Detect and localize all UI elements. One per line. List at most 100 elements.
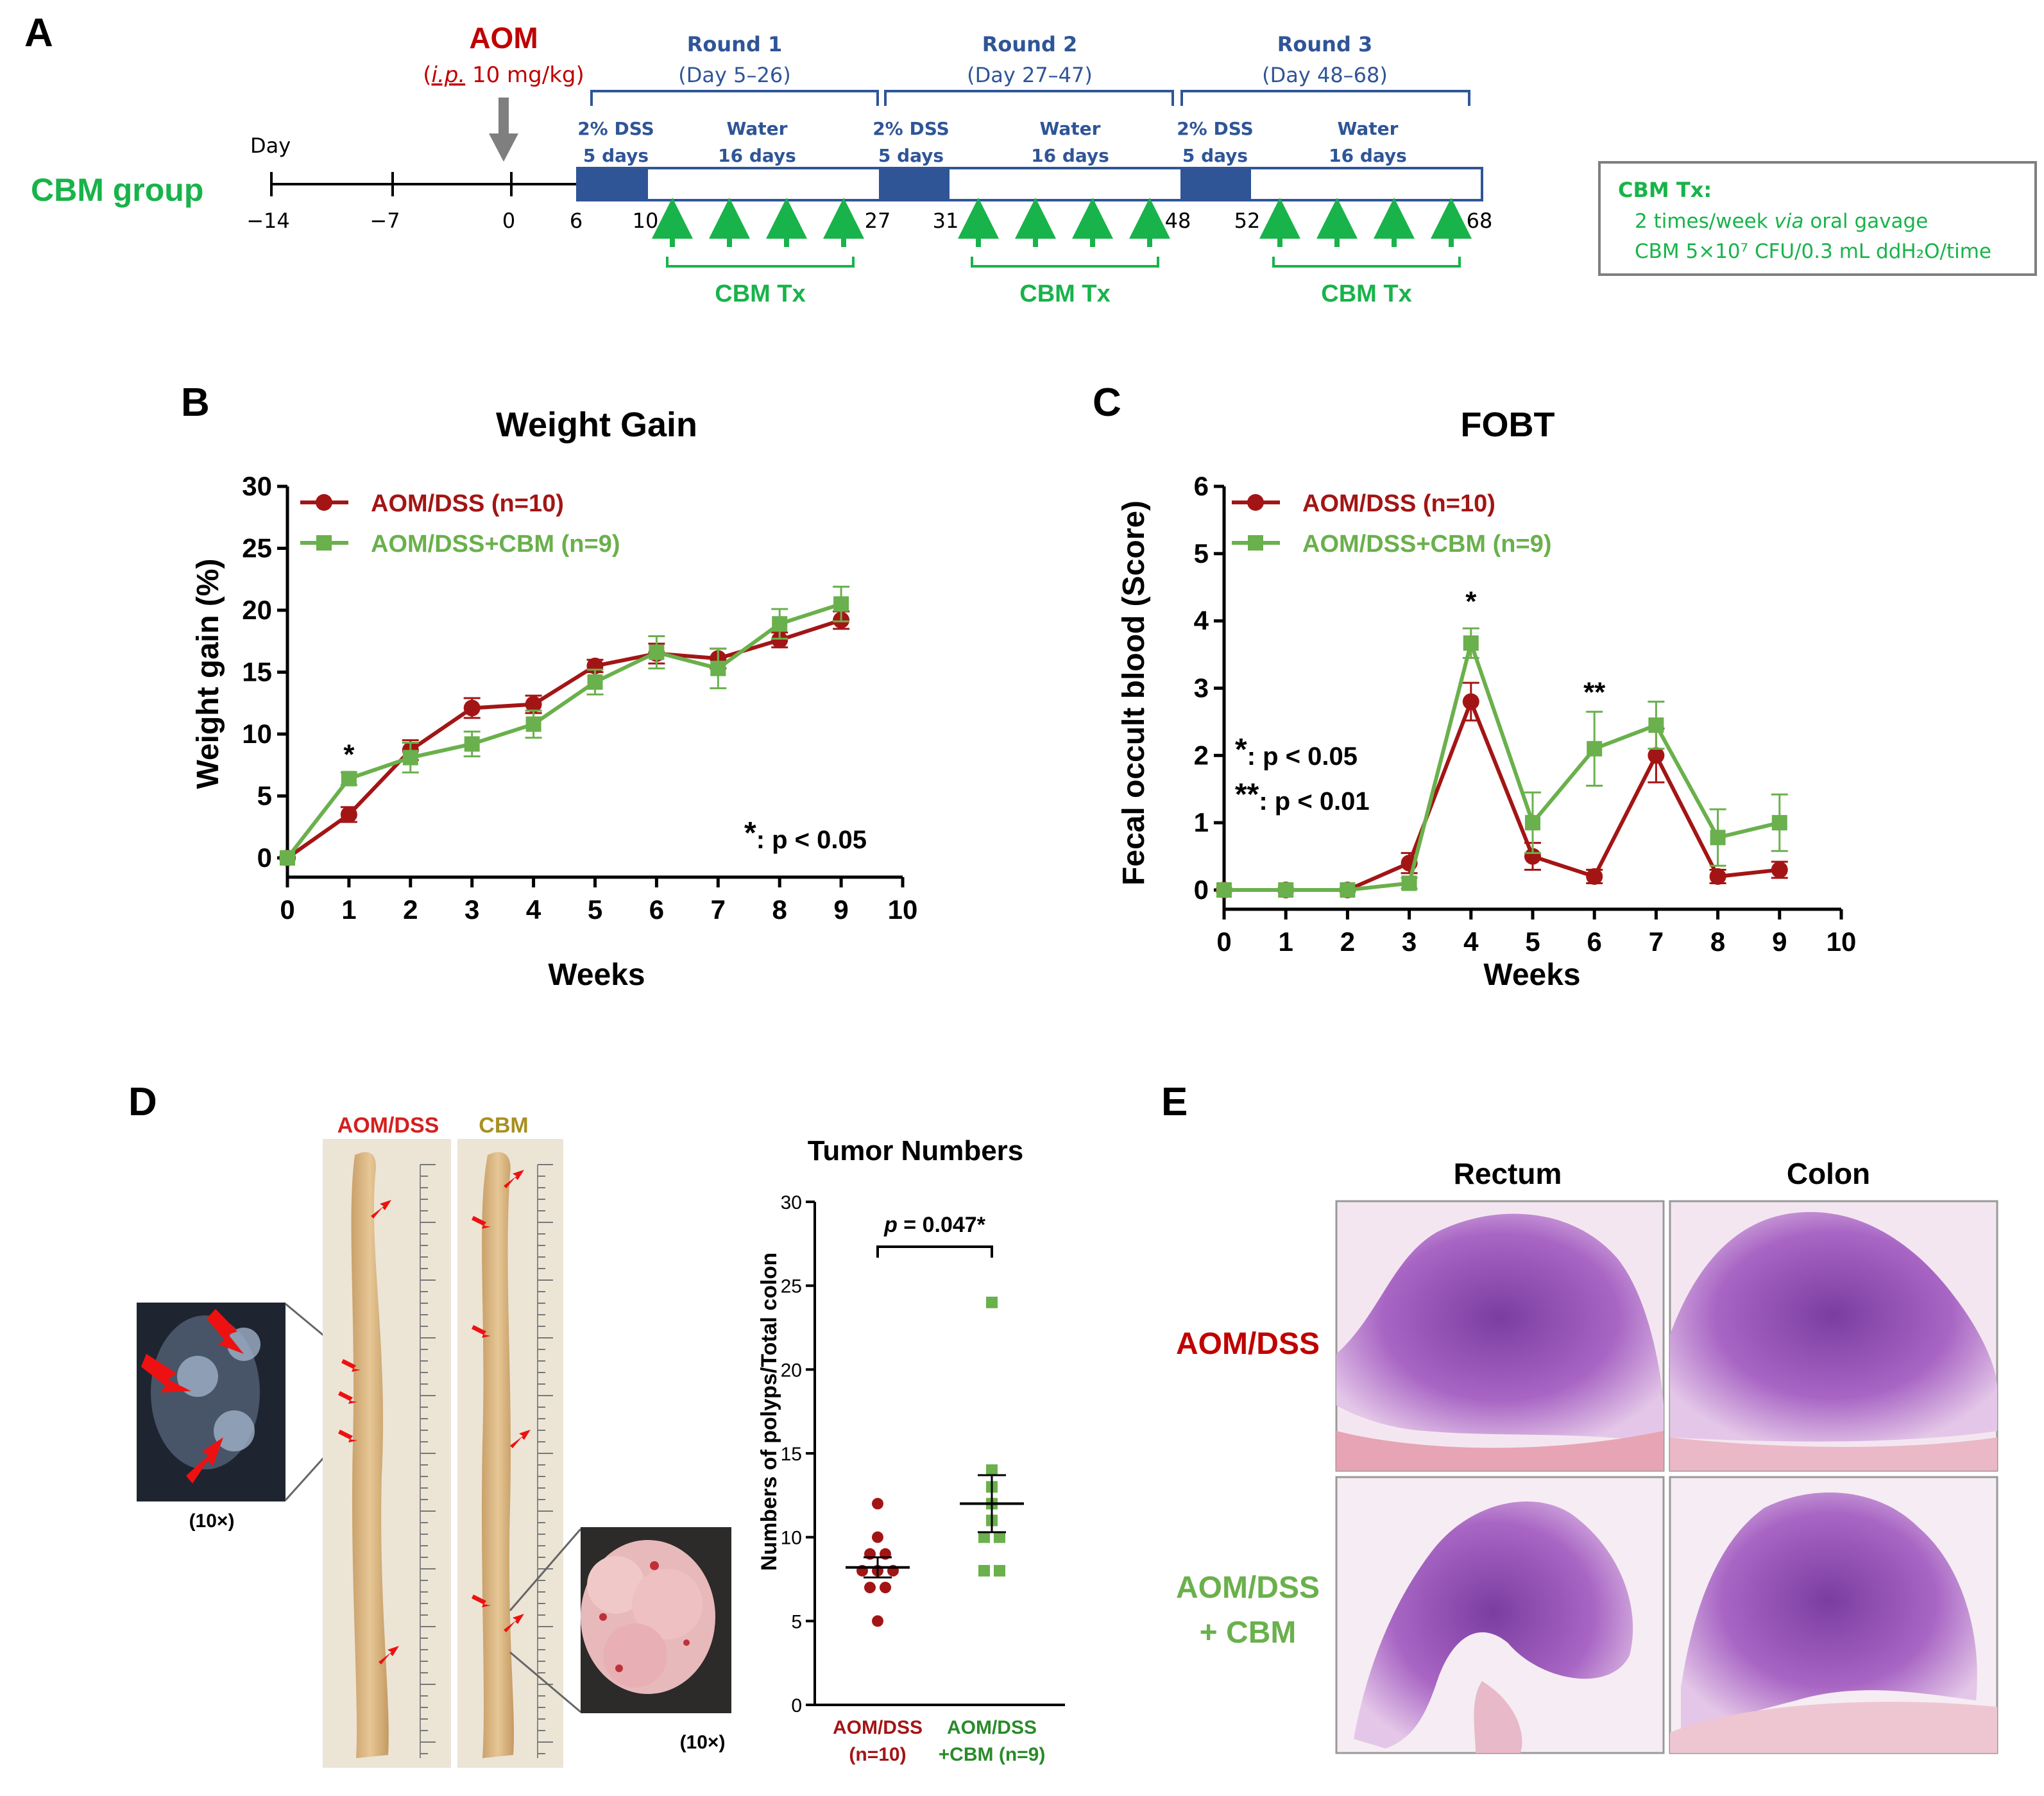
round-3-title: Round 3 (1277, 32, 1373, 56)
tumor-point-aom (880, 1582, 891, 1594)
weight-legend-label: AOM/DSS (n=10) (371, 490, 564, 517)
panel-b: B Weight Gain Weeks Weight gain (%) 0510… (181, 381, 917, 992)
weight-legend-marker (316, 535, 332, 551)
photo-polyp (603, 1623, 667, 1688)
tick-label: 68 (1467, 209, 1493, 233)
fobt-sig-note-2: **: p < 0.01 (1235, 778, 1370, 816)
fobt-x-tick-label: 1 (1279, 927, 1293, 957)
panel-label-c: C (1093, 381, 1121, 425)
round-2-bracket (884, 90, 1174, 106)
weight-series-2-point (341, 771, 357, 787)
tx-bracket-3 (1272, 257, 1461, 268)
red-arrow-icon (186, 1437, 223, 1484)
tumor-category-label: AOM/DSS (947, 1717, 1037, 1738)
fobt-series-2-point (1771, 815, 1787, 831)
fobt-sig-marker: * (1465, 586, 1477, 617)
tumor-y-tick-label: 10 (781, 1528, 802, 1549)
tick-label: −14 (246, 209, 290, 233)
weight-series-2-point (772, 616, 788, 632)
colon-specimen-aom (351, 1152, 389, 1758)
dss-block-1 (577, 168, 648, 200)
tx-label: CBM Tx (1321, 280, 1411, 307)
histology-tissue (1670, 1211, 1997, 1442)
tumor-y-tick-label: 5 (791, 1611, 802, 1632)
aom-title: AOM (469, 21, 538, 55)
photo-polyp (227, 1328, 260, 1361)
weight-y-tick-label: 30 (242, 471, 272, 501)
weight-series-2-point (525, 716, 541, 732)
red-arrow-icon (371, 1200, 391, 1219)
aom-arrow-shaft (498, 98, 509, 135)
weight-legend-label: AOM/DSS+CBM (n=9) (371, 531, 620, 558)
dss-days: 5 days (878, 145, 944, 166)
fobt-series-2-point (1340, 882, 1356, 898)
sig-text: : p < 0.05 (1247, 742, 1358, 771)
tumor-category-label: +CBM (n=9) (939, 1744, 1046, 1765)
red-arrow-icon (338, 1430, 357, 1442)
photo-polyp (177, 1356, 218, 1397)
weight-series-2-point (402, 749, 418, 765)
tx-box-line2: CBM 5×10⁷ CFU/0.3 mL ddH₂O/time (1635, 240, 1991, 263)
histology-muscle (1474, 1681, 1522, 1753)
tx-box-title: CBM Tx: (1618, 178, 1712, 202)
fobt-x-tick-label: 5 (1525, 927, 1540, 957)
fobt-series-1-point (1709, 868, 1726, 885)
tick-label: 6 (570, 209, 583, 233)
tick-label: 10 (633, 209, 659, 233)
weight-chart-title: Weight Gain (496, 406, 697, 444)
weight-x-tick-label: 2 (403, 894, 418, 925)
magnification-left: (10×) (189, 1510, 235, 1532)
fobt-x-tick-label: 3 (1402, 927, 1417, 957)
weight-y-tick-label: 10 (242, 719, 272, 749)
fobt-chart-title: FOBT (1461, 406, 1555, 444)
column-label-colon: Colon (1787, 1157, 1870, 1190)
photo-polyp (214, 1410, 255, 1451)
dss-label: 2% DSS (1177, 118, 1254, 139)
fobt-legend-label: AOM/DSS (n=10) (1302, 490, 1495, 517)
weight-sig-note: *: p < 0.05 (744, 816, 867, 854)
red-arrow-icon (141, 1354, 191, 1392)
tx-box-line1-via: via (1775, 210, 1804, 233)
weight-x-tick-label: 5 (588, 894, 602, 925)
weight-series-2-point (649, 644, 665, 660)
fobt-x-tick-label: 0 (1216, 927, 1231, 957)
weight-series-1-point (463, 699, 481, 717)
histology-rectum-cbm (1335, 1476, 1665, 1754)
weight-sig-marker: * (343, 739, 355, 770)
weight-x-tick-label: 4 (526, 894, 541, 925)
tumor-chart-title: Tumor Numbers (808, 1135, 1024, 1167)
tumor-point-cbm (994, 1531, 1005, 1543)
weight-x-tick-label: 10 (888, 894, 918, 925)
tick-label: −7 (370, 209, 400, 233)
panel-a: A AOM (i.p. 10 mg/kg) Day CBM group −14 … (24, 11, 2037, 307)
dss-block-3 (1180, 168, 1251, 200)
tumor-category-label: AOM/DSS (833, 1717, 923, 1738)
fobt-x-tick-label: 4 (1463, 927, 1479, 957)
tick-label: 52 (1234, 209, 1261, 233)
histology-muscle (1670, 1702, 1997, 1753)
tx-bracket-2 (971, 257, 1159, 268)
histology-rectum-aom (1335, 1200, 1665, 1472)
fobt-y-tick-label: 2 (1194, 740, 1209, 770)
weight-x-tick-label: 0 (280, 894, 294, 925)
sig-star: * (1235, 733, 1247, 767)
tx-label: CBM Tx (1019, 280, 1110, 307)
tumor-point-cbm (978, 1531, 990, 1543)
histology-tissue (1336, 1213, 1664, 1444)
day-label: Day (250, 133, 291, 158)
photo-spot (599, 1613, 607, 1621)
weight-y-tick-label: 25 (242, 533, 272, 563)
fobt-series-1-point (1586, 868, 1603, 885)
red-arrow-icon (472, 1595, 491, 1607)
weight-series-2-point (464, 736, 480, 752)
weight-series-1-line (286, 618, 842, 860)
fobt-legend-marker (1247, 494, 1264, 511)
fobt-series-1-point (1648, 747, 1665, 764)
fobt-y-tick-label: 3 (1194, 673, 1209, 703)
fobt-y-tick-label: 4 (1194, 606, 1209, 636)
aom-amount: 10 mg/kg (465, 62, 575, 88)
fobt-series-2-point (1587, 740, 1603, 757)
dss-days: 5 days (1182, 145, 1248, 166)
p-value-label: p = 0.047* (883, 1213, 986, 1237)
tumor-y-tick-label: 15 (781, 1444, 802, 1465)
